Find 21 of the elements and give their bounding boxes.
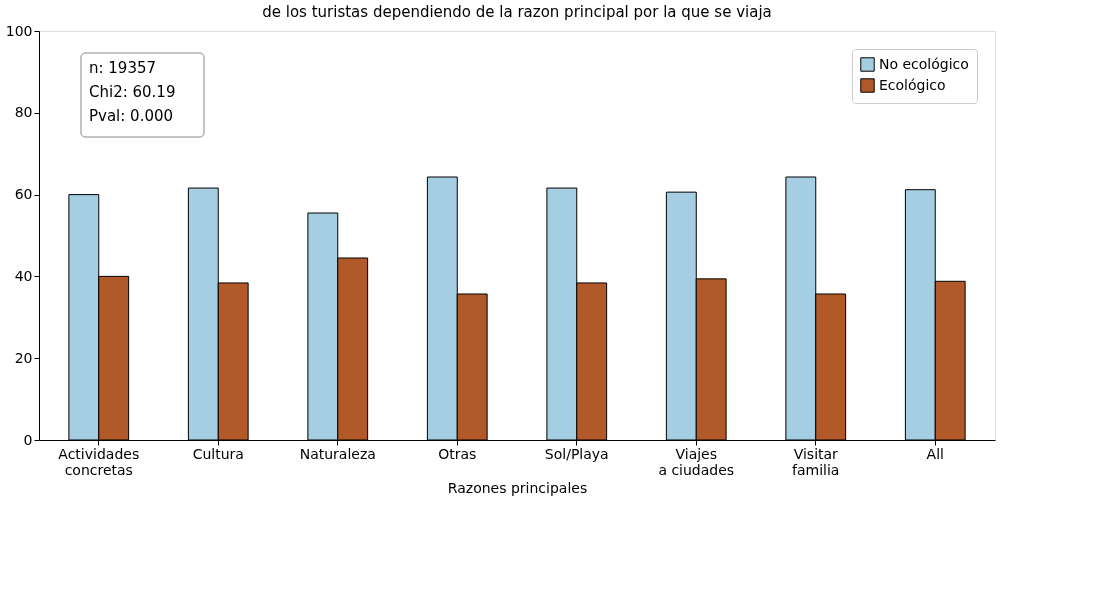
y-tick-label: 60	[14, 186, 33, 203]
y-tick-label: 20	[14, 349, 33, 366]
x-tick-label: Viajes a ciudades	[658, 445, 735, 478]
y-tick-label: 100	[5, 22, 33, 39]
legend-label: Ecológico	[879, 76, 946, 93]
y-tick-label: 40	[14, 267, 33, 284]
x-tick-label: Visitar familia	[792, 445, 840, 478]
y-tick-label: 80	[14, 104, 33, 121]
annotation: n: 19357	[89, 59, 157, 77]
x-tick-label: Otras	[438, 445, 477, 462]
y-tick-label: 0	[23, 431, 33, 448]
chart-title: de los turistas dependiendo de la razon principal por la que se viaja	[262, 3, 772, 21]
x-tick-label: All	[926, 445, 944, 462]
x-tick-label: Cultura	[192, 445, 244, 462]
x-tick-label: Actividades concretas	[58, 445, 140, 478]
x-axis-title: Razones principales	[447, 479, 588, 496]
x-tick-label: Sol/Playa	[544, 445, 609, 462]
x-tick-label: Naturaleza	[299, 445, 376, 462]
annotation: Pval: 0.000	[89, 107, 174, 125]
legend-label: No ecológico	[879, 55, 969, 72]
annotation: Chi2: 60.19	[89, 83, 176, 101]
